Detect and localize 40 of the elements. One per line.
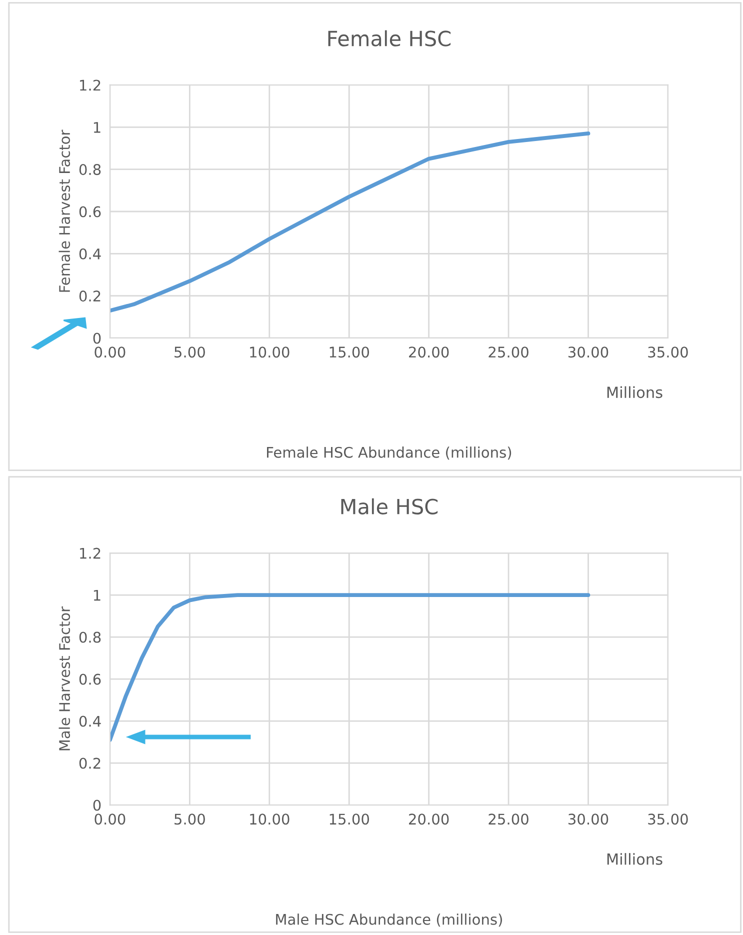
line-series [110, 593, 590, 742]
x-tick-label: 30.00 [568, 346, 608, 358]
x-tick-label: 25.00 [488, 814, 528, 825]
y-tick-label: 1 [94, 122, 100, 133]
y-tick-label: 0.8 [79, 164, 101, 176]
chart-title: Male HSC [341, 498, 438, 514]
line-series [110, 132, 590, 313]
x-tick-label: 0.00 [94, 814, 126, 825]
x-tick-label: 15.00 [330, 346, 370, 358]
y-tick-label: 1 [94, 590, 100, 601]
y-axis-title: Female Harvest Factor [58, 130, 70, 292]
y-tick-label: 0.4 [79, 716, 101, 727]
y-tick-label: 0 [93, 800, 101, 811]
y-tick-label: 0.4 [79, 248, 101, 260]
x-tick-label: 10.00 [250, 814, 290, 825]
chart-title: Female HSC [328, 30, 451, 46]
x-tick-label: 20.00 [409, 814, 449, 825]
x-tick-label: 35.00 [648, 814, 688, 825]
text: Millions [607, 386, 662, 398]
x-tick-label: 35.00 [648, 346, 688, 358]
y-tick-label: 0.6 [79, 674, 101, 685]
x-tick-label: 5.00 [174, 814, 205, 825]
y-tick-label: 1.2 [80, 548, 100, 559]
x-tick-label: 15.00 [330, 814, 370, 825]
x-axis-title: Female HSC Abundance (millions) [267, 446, 512, 460]
x-tick-label: 5.00 [174, 346, 205, 358]
y-axis-title: Male Harvest Factor [58, 606, 70, 750]
x-tick-label: 0.00 [94, 346, 126, 358]
x-tick-label: 10.00 [250, 346, 290, 358]
y-tick-label: 0.2 [79, 290, 100, 302]
y-tick-label: 1.2 [80, 80, 100, 91]
x-tick-label: 30.00 [568, 814, 608, 825]
x-axis-title: Male HSC Abundance (millions) [276, 914, 502, 927]
x-tick-label: 20.00 [409, 346, 449, 358]
y-tick-label: 0.6 [79, 206, 101, 218]
text: Millions [607, 853, 662, 865]
y-tick-label: 0 [93, 332, 101, 344]
y-tick-label: 0.2 [79, 758, 100, 769]
y-tick-label: 0.8 [79, 632, 101, 643]
x-tick-label: 25.00 [488, 346, 528, 358]
